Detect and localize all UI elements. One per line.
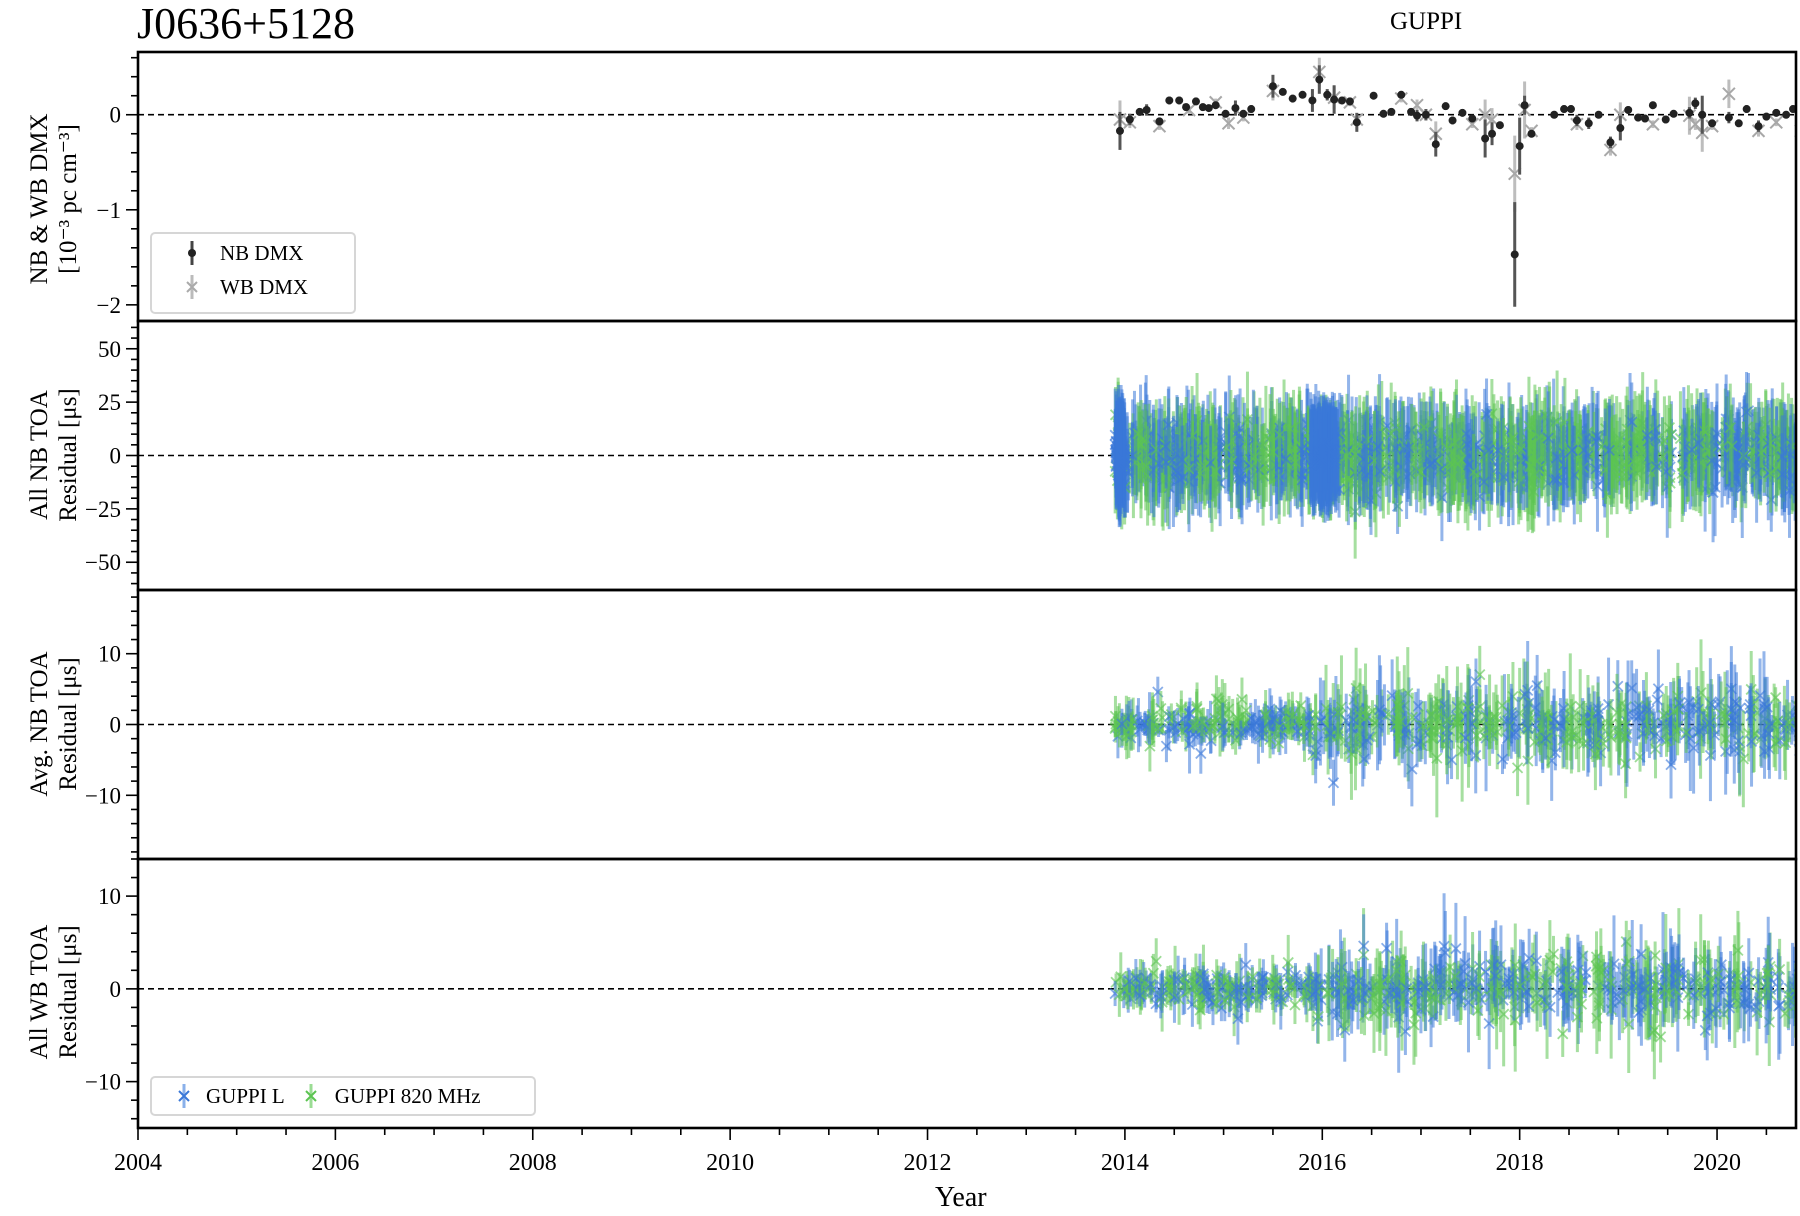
panel2-ylabel-line2: Residual [μs] [55, 388, 82, 522]
x-tick-label: 2016 [1298, 1150, 1346, 1176]
x-tick-label: 2010 [706, 1150, 754, 1176]
legend-label-guppi-l: GUPPI L [206, 1083, 285, 1108]
y-tick-label: 0 [110, 977, 122, 1002]
legend-label-guppi-820: GUPPI 820 MHz [334, 1083, 481, 1108]
y-tick-label: −10 [85, 1070, 121, 1095]
blue-x-errorbar-icon [158, 1081, 192, 1111]
y-tick-label: −10 [85, 783, 121, 808]
panel-4: 10 0 −10 [85, 857, 1798, 1140]
receiver-legend: GUPPI L GUPPI 820 MHz [150, 1076, 536, 1116]
y-tick-label: −25 [85, 497, 121, 522]
y-tick-label: 50 [98, 337, 121, 362]
y-tick-label: 25 [98, 390, 121, 415]
x-tick-label: 2008 [509, 1150, 557, 1176]
panel1-ylabel: NB & WB DMX [10⁻³ pc cm⁻³] [25, 79, 83, 319]
legend-row: GUPPI L GUPPI 820 MHz [158, 1078, 528, 1114]
panel4-ylabel-line1: All WB TOA [26, 924, 53, 1060]
dot-errorbar-icon [158, 238, 198, 268]
green-x-errorbar-icon [293, 1081, 327, 1111]
panel3-ylabel: Avg. NB TOA Residual [μs] [25, 604, 83, 844]
panel3-ylabel-line1: Avg. NB TOA [26, 651, 53, 797]
y-tick-label: 0 [110, 103, 122, 128]
y-tick-label: 0 [110, 444, 122, 469]
panel-2: 50 25 0 −25 −50 [85, 319, 1798, 592]
x-tick-label: 2012 [904, 1150, 952, 1176]
legend-item-nb-dmx: NB DMX [158, 236, 348, 270]
x-axis-label: Year [935, 1182, 987, 1213]
legend-item-wb-dmx: WB DMX [158, 270, 348, 304]
x-tick-label: 2018 [1496, 1150, 1544, 1176]
legend-label: WB DMX [220, 274, 309, 299]
x-tick-label: 2006 [311, 1150, 359, 1176]
panel-frame [136, 857, 1798, 1130]
panel1-ylabel-line2: [10⁻³ pc cm⁻³] [55, 124, 82, 274]
panel4-ylabel-line2: Residual [μs] [55, 925, 82, 1059]
y-tick-label: −1 [97, 198, 121, 223]
y-tick-label: 10 [98, 884, 121, 909]
panel-1: 0 −1 −2 [97, 50, 1798, 323]
panel2-ylabel: All NB TOA Residual [μs] [25, 335, 83, 575]
figure-subtitle: GUPPI [1390, 8, 1463, 35]
y-tick-label: 0 [110, 713, 122, 738]
y-tick-label: −2 [97, 293, 121, 318]
x-errorbar-icon [158, 272, 198, 302]
panel-frame [136, 50, 1798, 323]
x-tick-label: 2014 [1101, 1150, 1149, 1176]
panel2-ylabel-line1: All NB TOA [26, 390, 53, 520]
y-tick-label: −50 [85, 550, 121, 575]
panel1-ylabel-line1: NB & WB DMX [26, 113, 53, 285]
panel3-ylabel-line2: Residual [μs] [55, 657, 82, 791]
dmx-legend: NB DMX WB DMX [150, 232, 356, 314]
figure-title: J0636+5128 [137, 0, 355, 48]
panel-3: 10 0 −10 [85, 588, 1798, 861]
x-tick-label: 2004 [114, 1150, 162, 1176]
panel4-ylabel: All WB TOA Residual [μs] [25, 872, 83, 1112]
x-tick-label: 2020 [1693, 1150, 1741, 1176]
legend-label: NB DMX [220, 240, 304, 265]
y-tick-label: 10 [98, 642, 121, 667]
